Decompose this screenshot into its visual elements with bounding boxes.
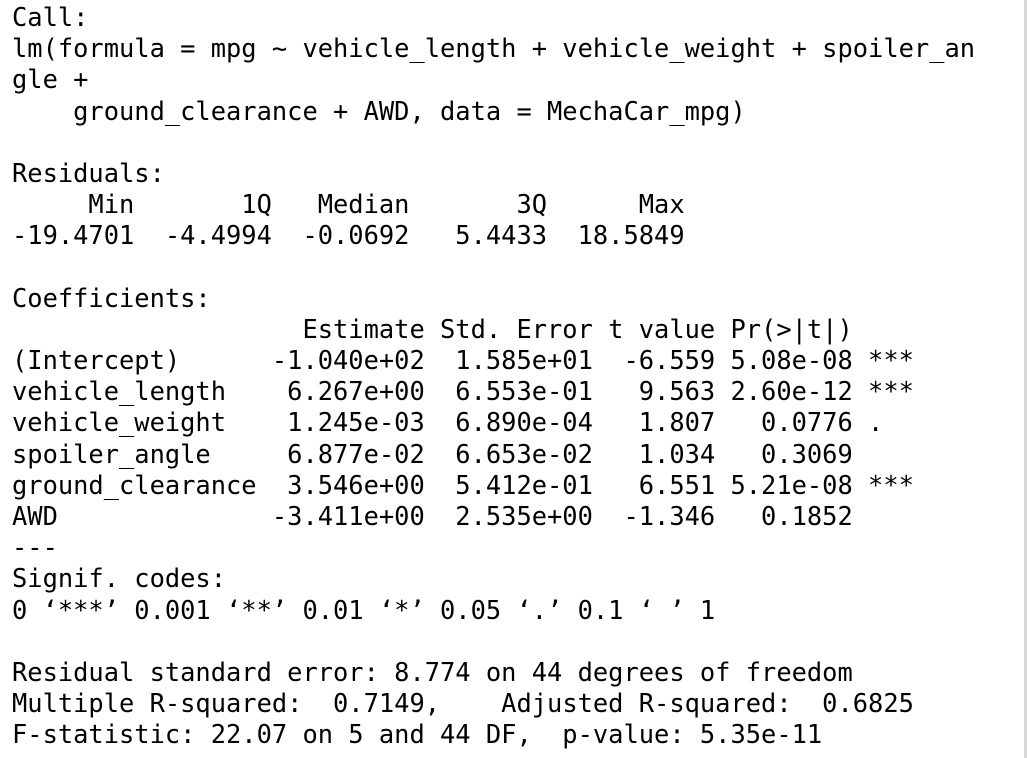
call-heading: Call: <box>12 2 89 32</box>
coefficients-header-row: Estimate Std. Error t value Pr(>|t|) <box>12 313 914 344</box>
blank-line <box>12 626 975 657</box>
call-formula-line-1: lm(formula = mpg ~ vehicle_length + vehi… <box>12 33 976 64</box>
lm-summary-text: Call: lm(formula = mpg ~ vehicle_length +… <box>12 2 975 751</box>
coef-row-spoiler-angle: spoiler_angle 6.877e-02 6.653e-02 1.034 … <box>12 438 914 469</box>
signif-codes-legend: 0 ‘***’ 0.001 ‘**’ 0.01 ‘*’ 0.05 ‘.’ 0.1… <box>12 594 716 625</box>
call-formula-line-2: gle + <box>12 64 89 95</box>
signif-codes-heading: Signif. codes: <box>12 563 257 594</box>
call-formula-line-3: ground_clearance + AWD, data = MechaCar_… <box>12 95 746 126</box>
r-squared-line: Multiple R-squared: 0.7149, Adjusted R-s… <box>12 688 930 719</box>
coefficients-heading: Coefficients: <box>12 282 211 313</box>
coef-row-awd: AWD -3.411e+00 2.535e+00 -1.346 0.1852 <box>12 501 914 531</box>
blank-line <box>12 252 975 283</box>
coef-row-ground-clearance: ground_clearance 3.546e+00 5.412e-01 6.5… <box>12 469 914 500</box>
f-statistic-line: F-statistic: 22.07 on 5 and 44 DF, p-val… <box>12 719 823 750</box>
blank-line <box>12 127 975 158</box>
residuals-values-row: -19.4701 -4.4994 -0.0692 5.4433 18.5849 <box>12 220 700 251</box>
coef-row-intercept: (Intercept) -1.040e+02 1.585e+01 -6.559 … <box>12 345 914 376</box>
coef-row-vehicle-length: vehicle_length 6.267e+00 6.553e-01 9.563… <box>12 376 914 407</box>
separator-line: --- <box>12 532 58 563</box>
residual-standard-error-line: Residual standard error: 8.774 on 44 deg… <box>12 656 853 687</box>
residuals-heading: Residuals: <box>12 157 165 188</box>
residuals-header-row: Min 1Q Median 3Q Max <box>12 189 700 220</box>
coef-row-vehicle-weight: vehicle_weight 1.245e-03 6.890e-04 1.807… <box>12 407 914 438</box>
